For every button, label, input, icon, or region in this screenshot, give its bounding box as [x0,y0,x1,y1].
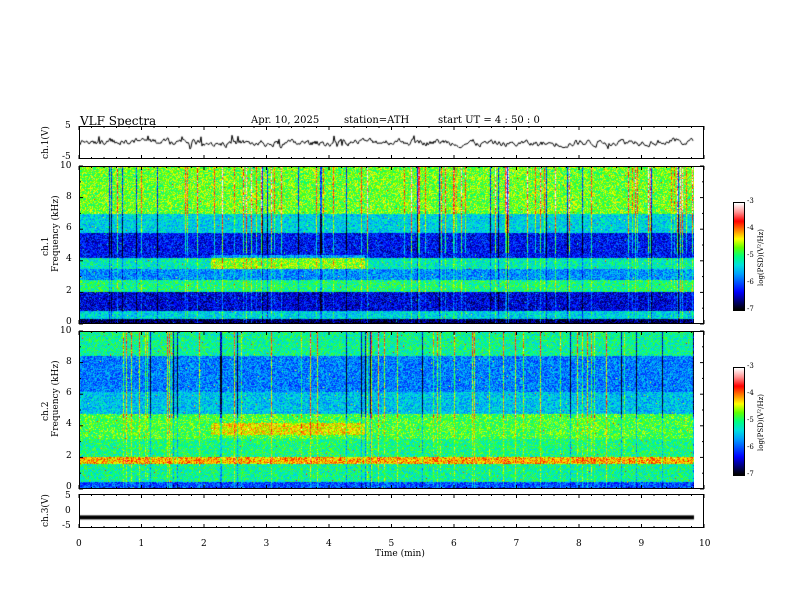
start-time-label: start UT = 4 : 50 : 0 [438,115,540,126]
cbar1-tick: -7 [747,305,754,313]
x-tick-label: 7 [513,539,520,549]
cbar1-tick: -3 [747,197,754,205]
cbar1-tick: -5 [747,251,754,259]
spec2-ytick: 2 [66,451,72,461]
cbar1-tick: -4 [747,224,754,232]
ch3-ytick-top: 5 [65,491,71,501]
chart-title: VLF Spectra [80,114,157,128]
cbar1-tick: -6 [747,278,754,286]
spec1-ytick: 10 [60,161,72,171]
x-tick-label: 8 [576,539,582,549]
spec2-ytick: 8 [66,357,72,367]
ch1-ytick-top: 5 [65,121,71,131]
cbar2-tick: -3 [747,362,754,370]
x-tick-label: 5 [388,539,395,549]
x-axis-label: Time (min) [375,549,425,559]
ch1-ytick-bottom: -5 [62,152,71,162]
ch1-spectrogram-image [80,167,694,323]
x-tick-label: 9 [638,539,645,549]
station-label: station=ATH [344,115,410,126]
cbar2-tick: -4 [747,389,754,397]
ch1-waveform-plot [80,127,703,158]
spec2-ytick: 10 [60,326,72,336]
spec1-ytick: 4 [66,254,72,264]
spec2-ytick: 0 [66,482,72,492]
x-tick-label: 6 [451,539,457,549]
cbar2-tick: -5 [747,416,754,424]
x-tick-label: 4 [326,539,332,549]
ch1-colorbar [733,202,745,311]
cbar2-tick: -7 [747,470,754,478]
spec1-ytick: 0 [66,317,72,327]
spec2-ytick: 4 [66,419,72,429]
spec1-ytick: 2 [66,286,72,296]
x-tick-label: 2 [201,539,207,549]
x-tick-label: 1 [138,539,145,549]
x-tick-label: 0 [76,539,82,549]
spec2-ytick: 6 [66,388,72,398]
x-tick-label: 3 [263,539,270,549]
spec1-ytick: 6 [66,223,72,233]
ch2-colorbar [733,367,745,476]
ch3-ytick-mid: 0 [65,506,71,516]
cbar2-tick: -6 [747,443,754,451]
ch3-waveform-plot [80,495,703,527]
date-label: Apr. 10, 2025 [251,115,320,126]
ch2-spectrogram-image [80,332,694,488]
x-tick-label: 10 [699,539,711,549]
spec1-ytick: 8 [66,192,72,202]
ch3-ytick-bottom: -5 [62,521,71,531]
